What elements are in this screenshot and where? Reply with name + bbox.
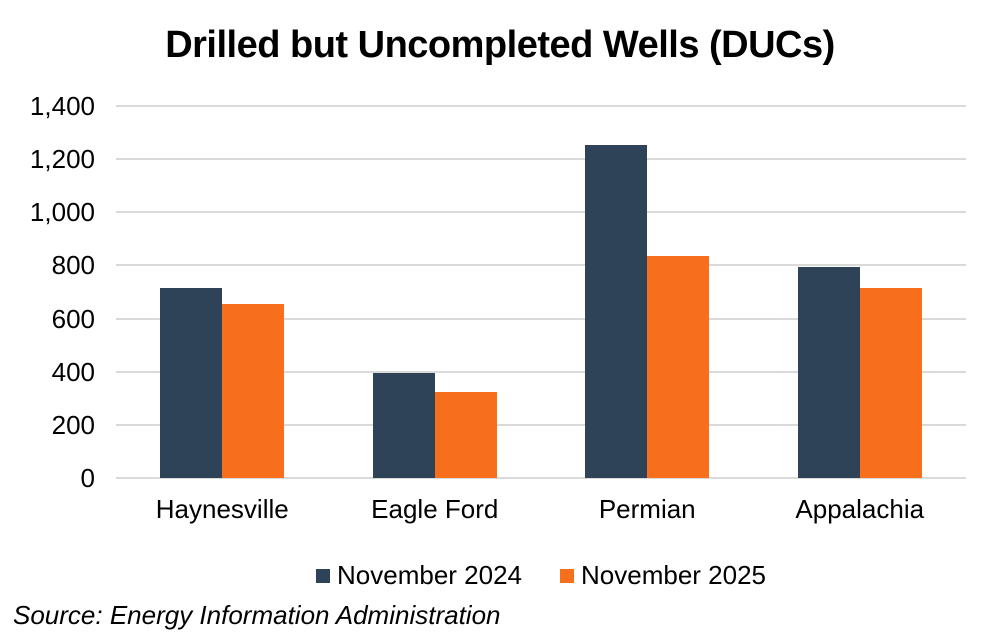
legend-label: November 2025 <box>581 560 766 590</box>
y-axis-tick-label-1000: 1,000 <box>29 197 95 228</box>
y-axis-tick-label-800: 800 <box>51 250 95 281</box>
legend: November 2024 November 2025 <box>116 560 966 591</box>
gridline-1200 <box>116 158 966 161</box>
gridline-1000 <box>116 211 966 214</box>
gridline-200 <box>116 423 966 426</box>
legend-item-november-2025: November 2025 <box>560 560 766 591</box>
x-axis-category-label-eagle-ford: Eagle Ford <box>371 494 499 524</box>
y-axis-tick-label-200: 200 <box>51 409 95 440</box>
bar-group-haynesville: Haynesville <box>116 106 329 524</box>
y-axis-tick-label-1200: 1,200 <box>29 144 95 175</box>
bar-november-2025-eagle-ford <box>434 391 497 478</box>
y-axis-tick-label-400: 400 <box>51 356 95 387</box>
gridline-600 <box>116 317 966 320</box>
legend-swatch-icon <box>316 568 330 583</box>
source-note: Source: Energy Information Administratio… <box>13 600 501 630</box>
gridline-0 <box>116 477 966 479</box>
bar-november-2025-permian <box>647 256 710 478</box>
y-axis-tick-label-600: 600 <box>51 303 95 334</box>
bar-november-2024-eagle-ford <box>372 373 435 478</box>
bar-november-2024-appalachia <box>797 266 860 478</box>
x-axis-category-label-permian: Permian <box>598 494 696 524</box>
legend-label: November 2024 <box>337 560 522 590</box>
y-axis-tick-label-0: 0 <box>80 463 95 493</box>
plot-area: 0 200 400 600 800 1,000 1,200 1,400 Haynesville E… <box>30 93 967 524</box>
chart-title: Drilled but Uncompleted Wells (DUCs) <box>165 24 835 66</box>
gridline-1400 <box>116 105 966 107</box>
bar-group-permian: Permian <box>541 106 754 524</box>
y-axis-tick-label-1400: 1,400 <box>29 91 95 121</box>
bar-group-appalachia: Appalachia <box>754 106 967 524</box>
x-axis-category-label-haynesville: Haynesville <box>155 494 289 524</box>
bar-group-eagle-ford: Eagle Ford <box>329 106 542 524</box>
bar-november-2024-permian <box>585 144 648 478</box>
legend-item-november-2024: November 2024 <box>316 560 522 591</box>
gridline-400 <box>116 370 966 373</box>
bar-november-2024-haynesville <box>160 288 223 478</box>
bar-november-2025-appalachia <box>859 288 922 478</box>
gridline-800 <box>116 264 966 267</box>
legend-swatch-icon <box>560 568 574 583</box>
x-axis-category-label-appalachia: Appalachia <box>795 494 925 524</box>
bar-november-2025-haynesville <box>222 303 285 478</box>
